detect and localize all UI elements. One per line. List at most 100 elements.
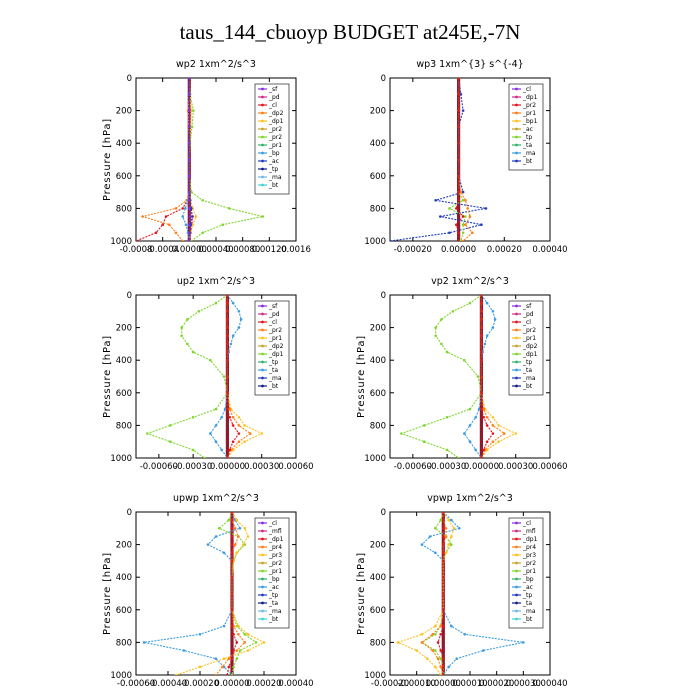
y-tick-label: 800 [370,638,386,648]
legend-entry: _bt [522,158,533,165]
series-point [444,551,448,555]
legend-marker [515,537,518,541]
y-tick-label: 1000 [364,671,386,681]
series-point [442,575,445,579]
series-point [461,223,465,226]
series-point [420,543,424,546]
series-point [485,416,489,419]
x-tick-label: -0.00010 [398,679,436,689]
series-point [228,416,231,419]
series-point [439,673,442,675]
legend-marker [515,376,518,380]
y-tick-label: 800 [116,638,132,648]
legend-marker [261,569,264,573]
series-point [188,207,191,210]
series-point [445,350,449,354]
series-point [231,416,235,419]
legend-entry: _cl [268,319,277,326]
series-point [230,657,234,660]
legend-marker [515,344,518,348]
series-point [188,109,191,112]
series-point [235,649,239,652]
series-point [226,375,229,378]
legend-marker [515,159,518,163]
series-group [136,78,265,241]
series-point [468,215,472,218]
series-point [480,326,483,329]
legend-entry: _ta [268,600,278,607]
series-point [214,440,218,444]
series-point [230,518,234,522]
legend-marker [515,352,518,356]
series-point [464,199,467,202]
chart-panel-1: wp2 1xm^2/s^3 Pressure [hPa] 0 200 400 600 800… [102,59,311,255]
series-point [230,551,234,555]
series-point [439,665,443,669]
x-tick-label: -0.00020 [394,245,432,255]
legend-entry: _dp1 [522,351,538,358]
series-point [225,673,229,675]
series-point [457,125,460,129]
series-point [497,440,500,444]
series-point [231,424,235,427]
series-point [239,318,243,321]
series-point [237,624,240,628]
legend-entry: _ma [268,608,282,615]
series-point [214,657,218,660]
series-point [235,518,239,522]
series-point [222,624,226,628]
series-point [461,215,465,218]
series-point [188,158,191,161]
y-axis-label: Pressure [hPa] [356,552,367,635]
y-tick-label: 200 [370,107,386,117]
panel-title: upwp 1xm^2/s^3 [173,493,259,504]
series-point [237,535,240,538]
series-point [442,543,445,546]
series-group [142,512,266,675]
series-point [184,207,187,210]
series-point [201,231,204,235]
series-point [231,301,235,305]
y-tick-label: 1000 [364,454,386,464]
legend-marker [261,537,264,541]
y-tick-label: 400 [370,573,386,583]
legend-marker [261,376,264,380]
legend-marker [261,617,264,621]
y-tick-label: 800 [116,204,132,214]
x-tick-label: 0.00000 [464,462,499,472]
x-tick-label: 0.00020 [487,245,522,255]
panel-title: wp3 1xm^{3} s^{-4} [416,59,523,70]
series-point [214,407,218,411]
series-point [514,432,517,435]
legend: _sf_pd_cl_dp2_dp1_pr2_pr2_pr1_bp_ac_tp_m… [254,83,290,195]
legend-entry: _tp [522,134,532,141]
x-tick-label: -0.00060 [117,679,155,689]
y-tick-label: 0 [381,74,386,84]
x-tick-label: 0.0016 [281,245,311,255]
series-point [174,231,178,235]
y-tick-label: 600 [370,389,386,399]
x-tick-label: 0.00000 [210,462,245,472]
x-tick-label: 0.00120 [252,245,287,255]
legend-marker [515,312,518,316]
series-line-5 [455,78,464,241]
series-point [442,608,445,612]
series-point [226,295,229,297]
legend-marker [515,111,518,115]
series-point [190,125,194,129]
series-point [164,215,168,218]
series-point [226,310,229,313]
series-point [444,535,448,538]
y-tick-label: 600 [116,606,132,616]
series-point [482,448,486,452]
x-tick-label: 0.00040 [198,245,233,255]
series-point [442,551,445,555]
series-point [428,535,432,538]
series-point [221,223,224,226]
legend-marker [261,368,264,372]
series-point [445,448,449,452]
series-point [484,207,488,210]
legend-entry: _bp [522,576,534,583]
y-axis-label: Pressure [hPa] [102,552,113,635]
series-point [254,641,258,644]
